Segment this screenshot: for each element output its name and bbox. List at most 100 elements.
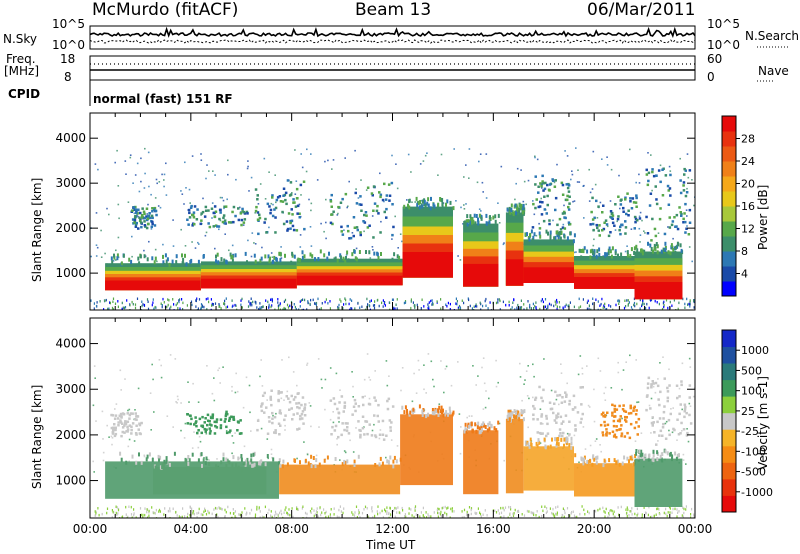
velocity-ground-scatter [552,507,554,511]
power-speckle [463,208,466,210]
power-speckle [310,202,313,205]
velocity-band-edge [232,455,235,460]
velocity-band-edge [482,421,485,426]
power-band-edge [466,222,469,227]
power-ground-scatter [208,300,210,304]
power-speckle [379,172,381,175]
velocity-ground-scatter [607,515,609,518]
power-ytick-label: 4000 [55,131,86,145]
velocity-patch [256,428,259,432]
power-speckle [372,249,374,251]
power-band-edge [489,215,491,220]
power-ground-scatter [520,299,522,302]
velocity-patch [112,427,116,430]
velocity-patch [292,398,296,401]
velocity-patch [123,431,126,434]
power-ground-scatter [340,300,342,303]
power-band-edge [234,253,237,258]
power-ground-scatter [414,306,416,309]
power-ground-scatter [431,299,433,302]
power-band-edge [376,251,379,256]
power-ground-scatter [597,308,599,310]
power-band-edge [656,244,659,249]
power-band-edge [465,222,468,227]
velocity-ground-scatter [139,507,142,510]
velocity-speckle [687,440,690,443]
velocity-patch [626,431,629,435]
power-speckle [235,178,237,181]
power-patch [296,212,299,215]
velocity-patch [545,434,548,438]
power-band-edge [342,256,345,261]
velocity-ground-scatter [275,512,277,516]
power-speckle [257,203,260,205]
velocity-patch [558,393,562,397]
power-ground-scatter [396,298,398,301]
noise-search-series [89,39,696,44]
power-patch [353,226,357,229]
power-ground-scatter [349,308,351,310]
power-ground-scatter [103,308,105,310]
power-speckle [502,243,505,246]
power-speckle [310,209,312,212]
power-ground-scatter [498,298,500,301]
velocity-speckle [634,440,637,442]
power-patch [655,198,658,201]
velocity-ground-scatter [530,511,532,514]
power-ground-scatter [440,298,442,301]
power-patch [355,202,359,205]
power-patch [633,227,636,230]
power-ground-scatter [645,306,647,310]
velocity-ground-scatter [169,509,171,513]
velocity-band-edge [538,440,541,445]
power-speckle [465,164,467,166]
power-patch [684,169,687,172]
power-patch [590,210,593,214]
velocity-ground-scatter [95,512,97,515]
velocity-speckle [92,460,94,463]
velocity-band-edge [226,458,229,463]
power-speckle [180,228,182,231]
velocity-ground-scatter [463,516,465,518]
power-patch [366,186,370,189]
power-ground-scatter [639,298,641,302]
power-patch [651,170,654,174]
velocity-speckle [218,367,221,369]
power-patch [271,214,275,218]
velocity-ground-scatter [191,507,193,510]
velocity-ground-scatter [98,513,100,517]
velocity-patch [532,404,535,408]
power-patch [223,219,227,222]
velocity-ground-scatter [371,507,373,510]
velocity-band-edge [187,455,190,459]
power-patch [192,213,195,217]
velocity-band-edge [318,462,321,467]
power-band-edge [671,245,674,250]
velocity-patch [685,411,688,415]
power-ground-scatter [160,302,162,305]
power-band-edge [162,260,165,265]
power-ground-scatter [283,306,285,310]
power-patch [337,205,340,209]
power-ground-scatter [603,304,605,307]
velocity-ground-scatter [414,505,417,508]
power-patch [290,219,294,223]
velocity-speckle [588,406,591,408]
velocity-patch [300,412,304,416]
power-speckle [248,190,250,192]
velocity-band-edge [626,456,629,461]
velocity-patch [682,428,686,431]
power-speckle [184,161,186,164]
power-patch [633,215,637,219]
velocity-patch [541,399,544,403]
velocity-speckle [234,391,237,394]
power-speckle [211,202,214,204]
velocity-speckle [306,362,309,365]
velocity-patch [214,424,217,428]
power-patch [654,185,657,188]
power-band-edge [163,262,166,267]
power-speckle [239,206,241,209]
power-ground-scatter [134,306,137,310]
velocity-ground-scatter [377,505,379,508]
power-ground-scatter [146,298,149,301]
